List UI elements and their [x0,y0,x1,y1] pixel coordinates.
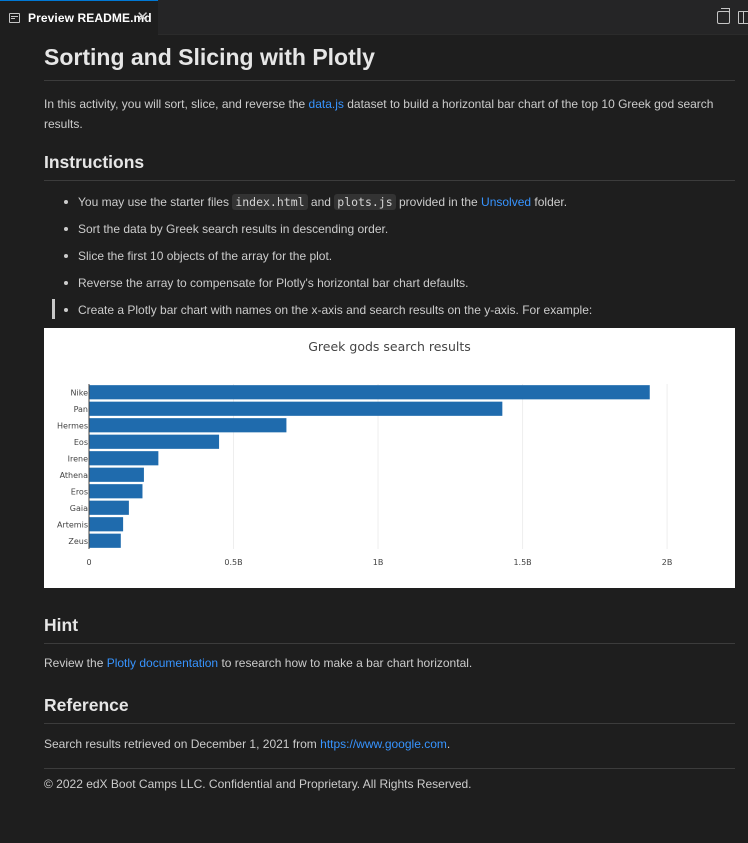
x-tick-label: 1.5B [513,558,531,567]
editor-tab-bar: Preview README.md ✕ [0,0,748,35]
tab-preview-readme[interactable]: Preview README.md ✕ [0,0,158,35]
y-tick-label: Nike [71,388,89,397]
y-tick-label: Eros [71,487,88,496]
x-tick-label: 1B [373,558,384,567]
intro-text-after: dataset to build a horizontal bar chart … [44,97,714,131]
page-title: Sorting and Slicing with Plotly [44,44,735,81]
example-chart: Greek gods search results 0 0.5B 1B 1.5B 2B Ni… [44,328,735,588]
selection-marker [52,299,55,319]
step-1-mid: and [307,195,335,209]
plotly-documentation-link[interactable]: Plotly documentation [106,656,219,670]
y-tick-label: Artemis [57,520,88,529]
step-1-before: You may use the starter files [78,195,233,209]
bar [89,484,143,499]
step-1-after: folder. [531,195,568,209]
split-editor-icon[interactable] [738,11,748,24]
hint-paragraph: Review the Plotly documentation to resea… [44,653,734,673]
reference-text-after: . [446,737,451,751]
bar [89,500,129,515]
bar [89,467,144,482]
y-tick-label: Pan [74,405,88,414]
reference-paragraph: Search results retrieved on December 1, … [44,734,734,754]
bar [89,385,650,400]
tab-label: Preview README.md [28,11,152,25]
y-tick-label: Zeus [68,537,88,546]
index-html-code: index.html [232,194,308,210]
plots-js-code: plots.js [334,194,396,210]
y-tick-label: Eos [74,438,88,447]
chart-title: Greek gods search results [308,339,471,354]
close-icon[interactable]: ✕ [136,9,149,26]
copyright-text: © 2022 edX Boot Camps LLC. Confidential … [44,777,472,791]
open-source-icon[interactable] [717,8,730,24]
hint-heading: Hint [44,615,735,644]
google-link[interactable]: https://www.google.com [320,737,447,751]
y-tick-label: Hermes [57,421,88,430]
intro-text-before: In this activity, you will sort, slice, … [44,97,309,111]
hint-text-after: to research how to make a bar chart hori… [218,656,473,670]
list-item: Create a Plotly bar chart with names on … [44,300,734,327]
list-item: Sort the data by Greek search results in… [44,219,734,246]
step-1-mid2: provided in the [395,195,482,209]
y-tick-label: Irene [68,454,88,463]
list-item: Slice the first 10 objects of the array … [44,246,734,273]
bar [89,434,220,449]
hint-text-before: Review the [44,656,107,670]
footer-divider [44,768,735,769]
bar-chart-svg: Greek gods search results 0 0.5B 1B 1.5B 2B Ni… [57,339,673,567]
list-item: You may use the starter files index.html… [44,192,734,219]
reference-heading: Reference [44,695,735,724]
data-js-link[interactable]: data.js [308,97,344,111]
list-item: Reverse the array to compensate for Plot… [44,273,734,300]
bar [89,418,287,433]
y-tick-label: Athena [60,471,89,480]
preview-icon [9,13,20,23]
bar [89,401,503,416]
x-tick-label: 0.5B [224,558,242,567]
instructions-list: You may use the starter files index.html… [44,192,734,327]
bar [89,451,159,466]
x-tick-label: 0 [86,558,91,567]
reference-text-before: Search results retrieved on December 1, … [44,737,321,751]
instructions-heading: Instructions [44,152,735,181]
unsolved-link[interactable]: Unsolved [481,195,532,209]
intro-paragraph: In this activity, you will sort, slice, … [44,94,734,134]
bar [89,533,121,548]
x-tick-label: 2B [662,558,673,567]
bar [89,517,124,532]
y-tick-label: Gaia [70,504,88,513]
